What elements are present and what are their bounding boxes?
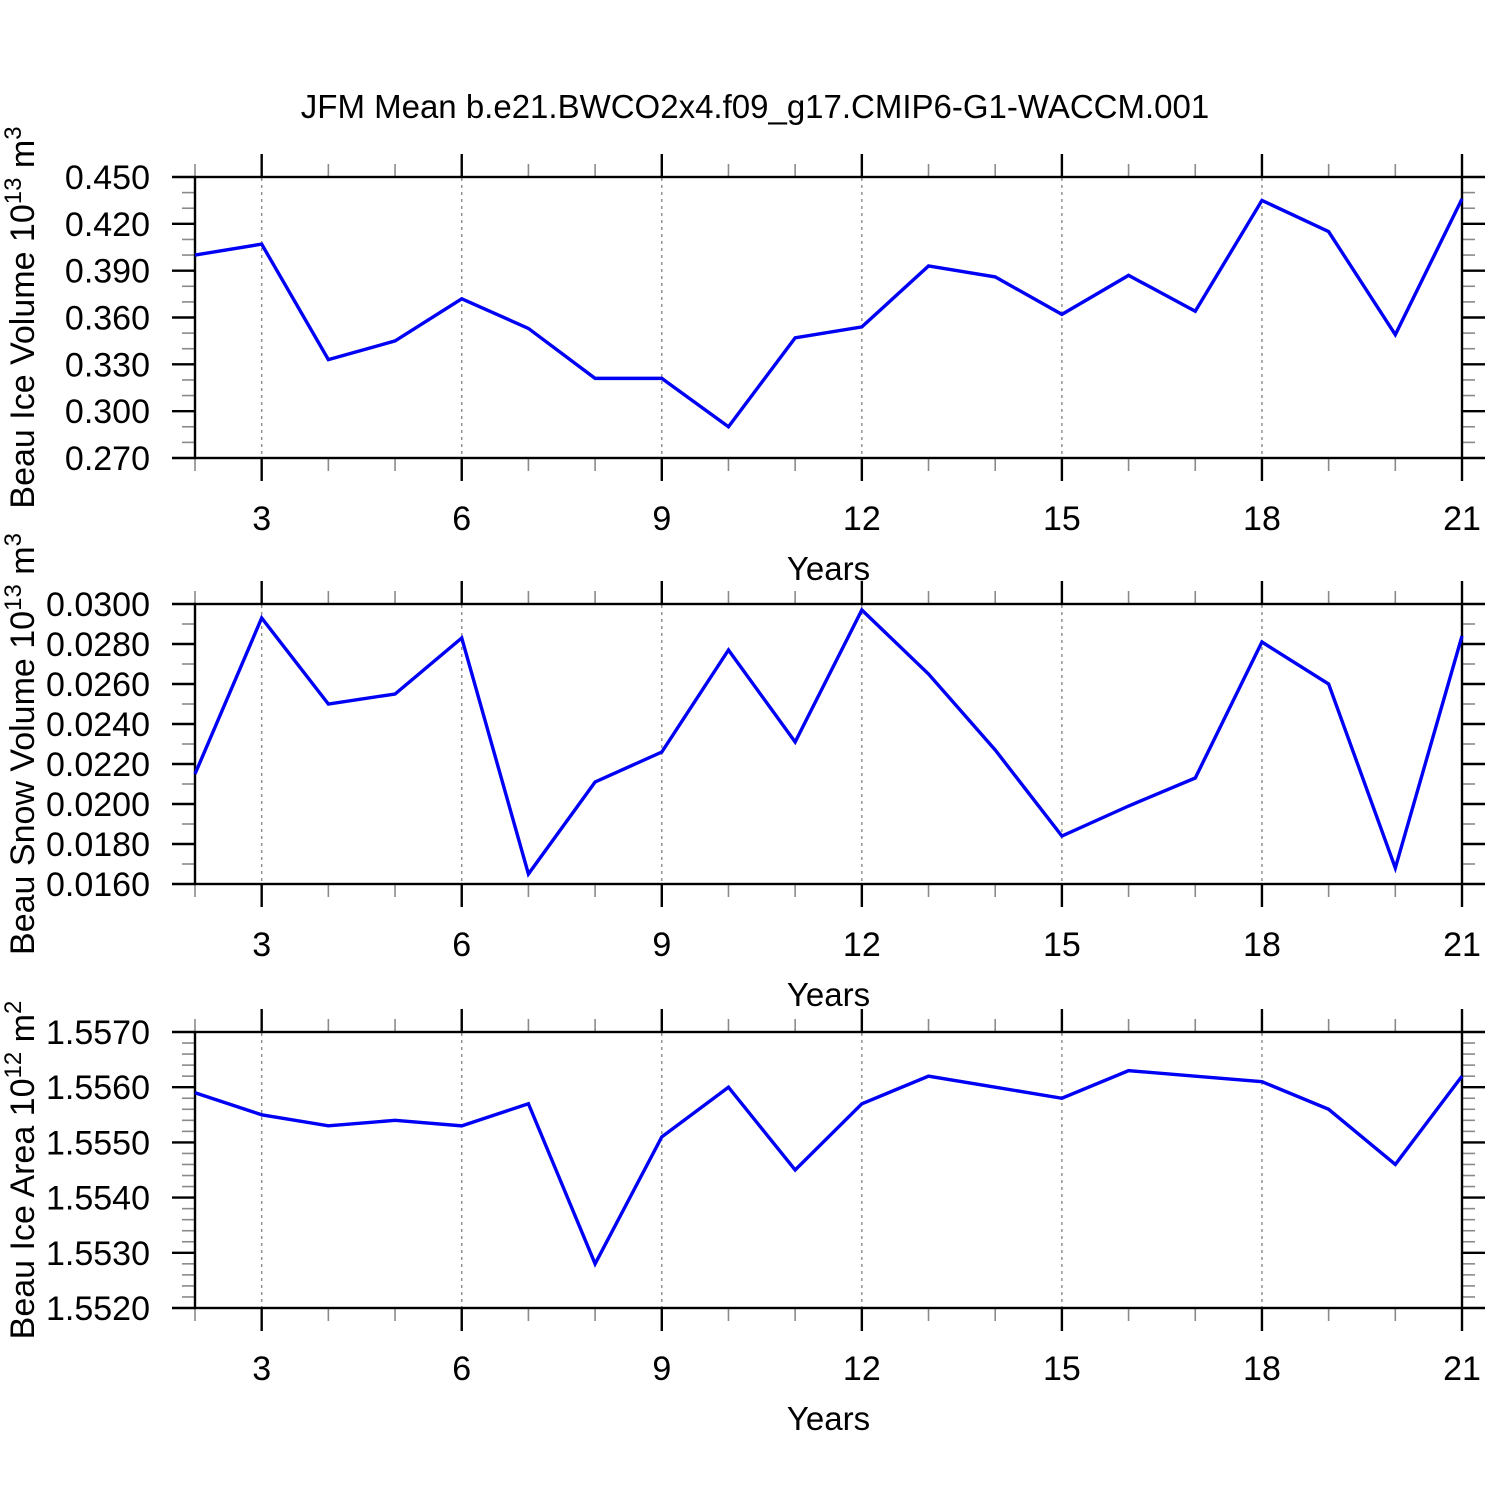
x-tick-label: 18 xyxy=(1243,500,1281,538)
y-tick-label: 0.300 xyxy=(65,393,150,431)
panel-ice-area: 1.5520 1.5530 1.5540 1.5550 1.5560 1.5570 3 6 9 1… xyxy=(0,1001,1485,1437)
x-axis-title: Years xyxy=(787,1400,870,1437)
chart-title: JFM Mean b.e21.BWCO2x4.f09_g17.CMIP6-G1-… xyxy=(301,88,1209,125)
x-tick-label: 21 xyxy=(1443,500,1481,538)
x-tick-label: 18 xyxy=(1243,1350,1281,1388)
x-tick-label: 3 xyxy=(252,926,271,964)
series-line-ice-volume xyxy=(194,198,1464,430)
y-tick-label: 0.0220 xyxy=(46,746,150,784)
x-tick-label: 12 xyxy=(843,926,881,964)
x-tick-label: 6 xyxy=(452,1350,471,1388)
x-tick-label: 12 xyxy=(843,1350,881,1388)
y-tick-label: 0.0300 xyxy=(46,586,150,624)
x-tick-label: 9 xyxy=(652,926,671,964)
x-axis-title: Years xyxy=(787,976,870,1013)
x-tick-label: 12 xyxy=(843,500,881,538)
plot-frame xyxy=(193,602,1464,886)
y-axis-title: Beau Ice Area 1012 m2 xyxy=(0,1001,42,1340)
x-tick-label: 9 xyxy=(652,500,671,538)
y-tick-label: 0.450 xyxy=(65,159,150,197)
x-tick-label: 3 xyxy=(252,1350,271,1388)
panel-ice-volume: 0.270 0.300 0.330 0.360 0.390 0.420 0.450 3 6 9 12… xyxy=(0,126,1485,587)
y-tick-label: 1.5540 xyxy=(46,1180,150,1218)
y-tick-label: 0.420 xyxy=(65,206,150,244)
x-tick-label: 15 xyxy=(1043,926,1081,964)
x-tick-label: 21 xyxy=(1443,926,1481,964)
x-tick-label: 6 xyxy=(452,926,471,964)
x-tick-label: 3 xyxy=(252,500,271,538)
y-tick-label: 0.390 xyxy=(65,253,150,291)
y-tick-label: 0.0260 xyxy=(46,666,150,704)
y-tick-label: 0.270 xyxy=(65,440,150,478)
plot-frame xyxy=(193,1030,1464,1310)
y-tick-label: 1.5560 xyxy=(46,1069,150,1107)
y-tick-label: 1.5570 xyxy=(46,1014,150,1052)
y-tick-label: 0.0180 xyxy=(46,826,150,864)
series-line-ice-area xyxy=(194,1068,1464,1268)
x-tick-label: 21 xyxy=(1443,1350,1481,1388)
y-axis-title: Beau Snow Volume 1013 m3 xyxy=(0,533,42,955)
y-tick-label: 0.0200 xyxy=(46,786,150,824)
y-tick-label: 1.5520 xyxy=(46,1290,150,1328)
x-tick-label: 15 xyxy=(1043,500,1081,538)
x-tick-label: 6 xyxy=(452,500,471,538)
y-tick-label: 1.5530 xyxy=(46,1235,150,1273)
y-tick-label: 0.0280 xyxy=(46,626,150,664)
plot-frame xyxy=(193,175,1464,460)
y-tick-label: 0.360 xyxy=(65,300,150,338)
y-axis-title: Beau Ice Volume 1013 m3 xyxy=(0,126,42,508)
y-tick-label: 0.330 xyxy=(65,346,150,384)
series-line-snow-volume xyxy=(193,607,1464,878)
x-axis-title: Years xyxy=(787,550,870,587)
y-tick-label: 0.0160 xyxy=(46,866,150,904)
x-tick-label: 15 xyxy=(1043,1350,1081,1388)
y-tick-label: 1.5550 xyxy=(46,1124,150,1162)
y-tick-label: 0.0240 xyxy=(46,706,150,744)
x-tick-label: 9 xyxy=(652,1350,671,1388)
x-tick-label: 18 xyxy=(1243,926,1281,964)
panel-snow-volume: 0.01600.01800.02000.02200.02400.02600.02… xyxy=(0,533,1485,1013)
